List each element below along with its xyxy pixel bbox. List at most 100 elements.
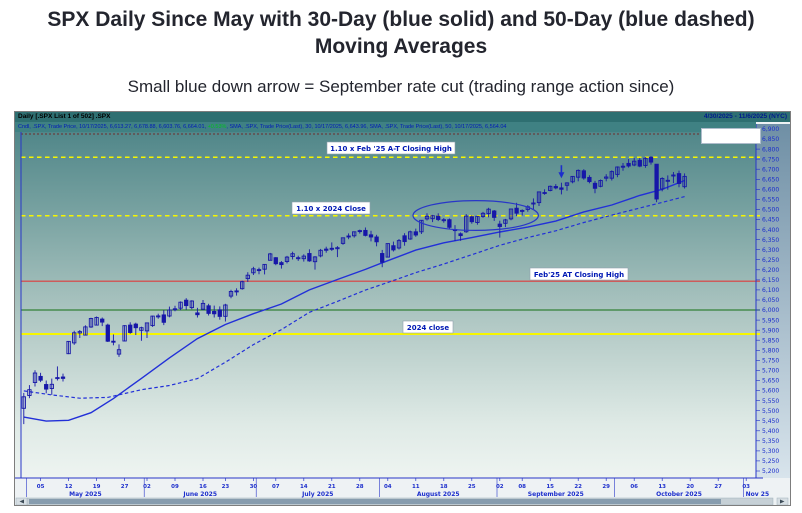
candle [508, 208, 514, 221]
candle [598, 179, 603, 188]
x-month-label: September 2025 [528, 491, 584, 498]
h-scrollbar[interactable] [15, 497, 789, 505]
y-tick-label: 5,900 [762, 327, 779, 334]
candle [94, 316, 99, 326]
x-day-label: 06 [630, 484, 638, 490]
level-label: 1.10 x 2024 Close [296, 205, 366, 213]
ma50-dashed-line [23, 196, 685, 399]
y-tick-label: 5,950 [762, 317, 779, 324]
legend-percent-change: +0.53% [207, 124, 227, 130]
trading-range-ellipse [412, 199, 540, 231]
y-tick-label: 6,550 [762, 197, 779, 204]
x-month-label: October 2025 [656, 491, 702, 498]
candle [385, 243, 390, 258]
candle [307, 249, 312, 262]
candle [178, 301, 183, 311]
candle [626, 159, 631, 168]
legend-sma-values: , SMA, .SPX, Trade Price(Last), 30, 10/1… [226, 124, 507, 130]
scrollbar-thumb[interactable] [29, 499, 721, 504]
x-day-label: 29 [602, 484, 610, 490]
candle [531, 198, 536, 209]
plot-background [15, 124, 756, 478]
candle [352, 231, 357, 238]
x-day-label: 04 [384, 484, 392, 490]
y-tick-label: 6,450 [762, 217, 779, 224]
scroll-right-icon [780, 499, 785, 504]
ma30-solid-line [23, 179, 685, 422]
candle [100, 317, 105, 327]
candle [542, 189, 547, 195]
x-day-label: 20 [686, 484, 694, 490]
x-axis: 05 12 19 27 02 09 16 23 30 07 14 21 28 04 11 18 25 02 08 15… [26, 478, 769, 498]
x-day-label: 27 [121, 484, 129, 490]
candle [139, 326, 144, 341]
candle [88, 317, 94, 328]
candle [77, 330, 82, 338]
candle [447, 218, 452, 230]
candle [676, 170, 682, 188]
x-day-label: 16 [199, 484, 207, 490]
candle [240, 280, 245, 290]
candle [492, 210, 497, 221]
candles-series [21, 156, 687, 425]
x-day-label: 02 [143, 484, 151, 490]
candle [458, 232, 463, 241]
chart-legend: Cndl, .SPX, Trade Price, 10/17/2025, 6,6… [15, 122, 756, 132]
x-day-label: 12 [65, 484, 73, 490]
candle [436, 213, 441, 222]
candle [475, 215, 480, 225]
x-day-label: 05 [37, 484, 45, 490]
candle [648, 156, 654, 165]
y-tick-label: 6,350 [762, 237, 779, 244]
candle [200, 300, 206, 311]
candle [32, 370, 38, 387]
candle [234, 288, 239, 296]
candle [38, 372, 43, 383]
candle [576, 169, 581, 182]
y-tick-label: 6,750 [762, 156, 779, 163]
candle [374, 234, 379, 247]
chart-window: 5,200 5,250 5,300 5,350 5,400 5,450 5,500 5,550… [14, 111, 791, 506]
y-tick-label: 6,900 [762, 126, 779, 133]
candle [346, 233, 351, 240]
x-day-label: 14 [300, 484, 308, 490]
candle [368, 230, 374, 242]
y-tick-label: 6,100 [762, 287, 779, 294]
candle [654, 163, 659, 203]
candle [430, 214, 435, 223]
x-month-label: June 2025 [182, 491, 217, 498]
candle [116, 344, 122, 357]
y-tick-label: 5,550 [762, 398, 779, 405]
y-tick-label: 5,650 [762, 378, 779, 385]
candle [329, 242, 334, 251]
candle [161, 310, 166, 326]
candle [195, 307, 200, 318]
y-tick-label: 6,800 [762, 146, 779, 153]
candle [665, 175, 670, 190]
y-tick-label: 5,800 [762, 348, 779, 355]
x-day-label: 07 [272, 484, 280, 490]
scroll-left-icon [19, 499, 24, 504]
y-tick-label: 5,750 [762, 358, 779, 365]
candle [128, 322, 133, 334]
candle [570, 175, 575, 184]
level-annotations: 1.10 x Feb '25 A-T Closing High 1.10 x 20… [291, 141, 629, 334]
price-level-lines [21, 133, 760, 335]
candle [335, 246, 340, 258]
candle [380, 249, 385, 268]
page-title-line1: SPX Daily Since May with 30-Day (blue so… [47, 8, 755, 31]
candle [256, 267, 262, 275]
candle [391, 241, 396, 252]
candle [27, 385, 32, 399]
candle [49, 378, 54, 395]
x-day-label: 13 [658, 484, 666, 490]
x-day-label: 19 [93, 484, 101, 490]
candle [60, 373, 66, 382]
candle [553, 184, 558, 190]
y-tick-label: 6,300 [762, 247, 779, 254]
x-day-label: 18 [440, 484, 448, 490]
candle [615, 166, 620, 178]
candle [301, 254, 306, 262]
page-title: SPX Daily Since May with 30-Day (blue so… [0, 6, 802, 60]
